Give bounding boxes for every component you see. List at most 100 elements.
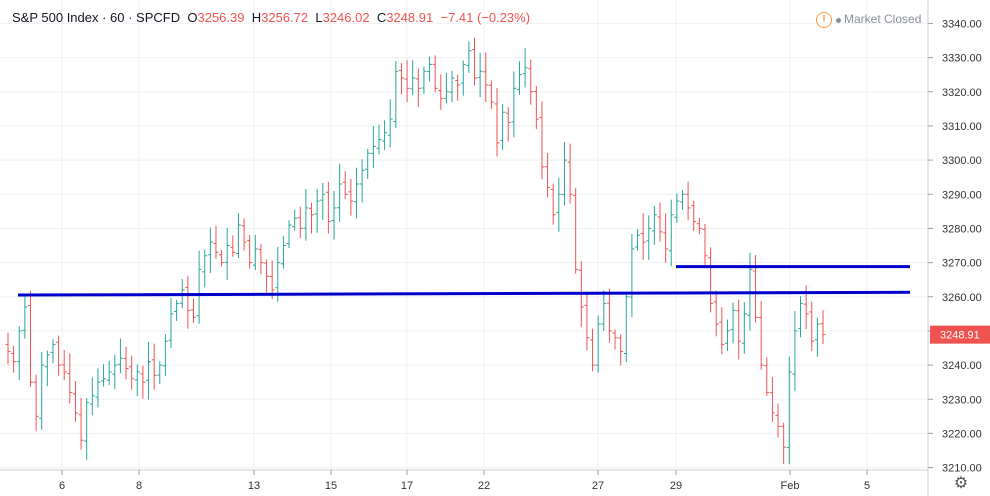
ohlc-bar <box>809 301 815 352</box>
ohlc-bar <box>679 189 685 210</box>
status-dot <box>836 17 841 23</box>
x-tick-label: 5 <box>864 480 870 492</box>
chart-legend: S&P 500 Index · 60 · SPCFD O3256.39 H325… <box>12 10 530 25</box>
ohlc-bar <box>325 181 331 234</box>
ohlc-bar <box>303 189 309 241</box>
x-tick-label: 15 <box>325 480 337 492</box>
y-tick-label: 3310.00 <box>942 121 982 133</box>
support-resistance-lines <box>17 265 911 297</box>
high-value: 3256.72 <box>261 10 309 25</box>
open-value: 3256.39 <box>197 10 245 25</box>
high-label: H <box>251 10 262 25</box>
ohlc-bar <box>78 398 84 450</box>
time-axis[interactable]: 6 8 13 15 17 22 27 29 Feb 5 <box>0 469 928 492</box>
close-value: 3248.91 <box>386 10 434 25</box>
ohlc-bar <box>522 47 528 88</box>
ohlc-bar <box>606 288 612 343</box>
ohlc-bar <box>646 215 652 260</box>
ohlc-bar <box>663 213 669 263</box>
market-status[interactable]: ! Market Closed <box>816 12 921 28</box>
y-tick-label: 3340.00 <box>942 18 982 30</box>
ohlc-bar <box>168 297 174 349</box>
ohlc-bar <box>438 74 444 110</box>
ohlc-bar <box>595 315 601 373</box>
ohlc-bar <box>27 290 33 387</box>
ohlc-bar <box>297 206 303 239</box>
ohlc-bar <box>561 141 567 206</box>
ohlc-bar <box>798 296 804 338</box>
ohlc-bar <box>415 68 421 108</box>
ohlc-bar <box>280 235 286 269</box>
ohlc-bar <box>258 244 264 275</box>
ohlc-bar <box>421 66 427 95</box>
ohlc-bar <box>5 332 11 365</box>
ohlc-bar <box>629 234 635 317</box>
ohlc-bar <box>157 361 163 384</box>
ohlc-bar <box>410 60 416 96</box>
ohlc-bar <box>61 349 67 381</box>
ohlc-bar <box>213 225 219 259</box>
ohlc-bar <box>719 307 725 355</box>
ohlc-bar <box>691 200 697 232</box>
ohlc-bar <box>573 187 579 274</box>
ohlc-bar <box>814 317 820 357</box>
ohlc-bar <box>724 319 730 352</box>
ohlc-bar <box>472 37 478 86</box>
ohlc-bar <box>775 403 781 438</box>
y-tick-label: 3260.00 <box>942 292 982 304</box>
support-line[interactable] <box>17 290 911 297</box>
ohlc-bar <box>820 310 826 344</box>
ohlc-bar <box>494 88 500 157</box>
ohlc-bar <box>786 356 792 464</box>
ohlc-bar <box>190 298 196 323</box>
ohlc-bar <box>657 202 663 242</box>
ohlc-bar <box>286 220 292 249</box>
ohlc-bar <box>230 235 236 257</box>
ohlc-bar <box>685 181 691 221</box>
change-value: −7.41 (−0.23%) <box>440 10 531 25</box>
x-tick-label: 22 <box>478 480 490 492</box>
warning-icon[interactable]: ! <box>816 12 832 28</box>
ohlc-bar <box>162 334 168 376</box>
ohlc-bar <box>353 167 359 219</box>
ohlc-bar <box>443 72 449 104</box>
ohlc-bar <box>337 163 343 222</box>
ohlc-bar <box>741 301 747 354</box>
close-label: C <box>376 10 387 25</box>
market-status-text: Market Closed <box>844 12 922 27</box>
ohlc-bar <box>674 193 680 223</box>
ohlc-bar <box>146 341 152 400</box>
x-tick-label: 27 <box>592 480 604 492</box>
ohlc-bar <box>781 422 787 464</box>
ohlc-bar <box>224 227 230 281</box>
ohlc-bar <box>533 85 539 130</box>
ohlc-bar <box>640 213 646 260</box>
ohlc-bar <box>696 217 702 235</box>
ohlc-bar <box>539 101 545 180</box>
ohlc-bar <box>140 365 146 399</box>
ohlc-bar <box>528 59 534 105</box>
low-label: L <box>315 10 323 25</box>
ohlc-bar <box>393 61 399 129</box>
ohlc-bar <box>185 276 191 329</box>
y-tick-label: 3300.00 <box>942 155 982 167</box>
last-price-badge <box>930 325 990 344</box>
gear-icon[interactable]: ⚙ <box>953 475 969 492</box>
ohlc-bar <box>713 290 719 337</box>
ohlc-bar <box>292 209 298 231</box>
ohlc-bar <box>505 107 511 142</box>
ohlc-bar <box>730 302 736 344</box>
y-tick-label: 3330.00 <box>942 53 982 65</box>
x-tick-label: 13 <box>248 480 260 492</box>
ohlc-bar <box>235 213 241 258</box>
ohlc-bar <box>44 350 50 387</box>
ohlc-bar <box>365 148 371 179</box>
ohlc-bar <box>269 260 275 300</box>
ohlc-bar <box>500 104 506 151</box>
ohlc-bar <box>584 291 590 351</box>
price-axis[interactable]: 3210.003220.003230.003240.003250.003260.… <box>927 0 990 496</box>
y-tick-label: 3240.00 <box>942 360 982 372</box>
ohlc-bar <box>376 124 382 155</box>
ohlc-bar <box>39 352 45 430</box>
